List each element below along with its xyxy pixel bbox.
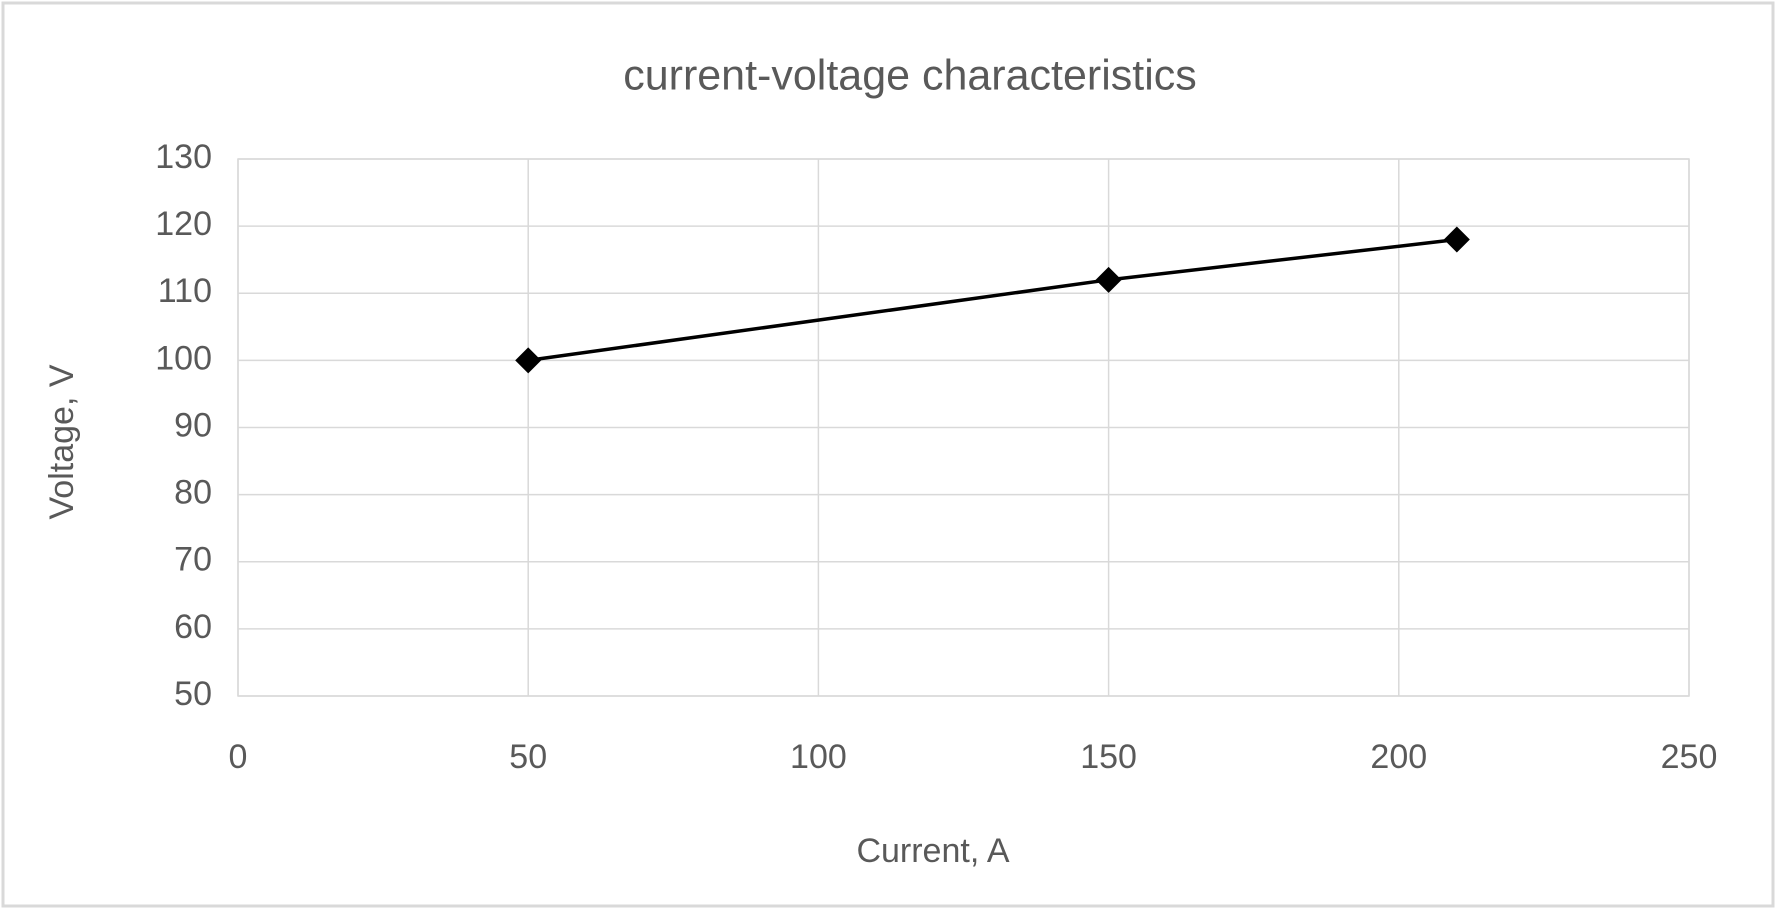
chart-title: current-voltage characteristics [623,51,1197,99]
x-tick-label: 0 [229,738,248,776]
y-axis-title: Voltage, V [43,364,81,519]
y-tick-label: 110 [158,272,212,310]
y-tick-label: 60 [174,608,212,646]
y-tick-label: 90 [174,406,212,444]
x-tick-label: 250 [1661,738,1718,776]
x-tick-label: 50 [509,738,547,776]
data-point [1443,226,1470,253]
data-point [1095,266,1122,293]
y-tick-label: 100 [155,339,212,377]
x-axis-title: Current, A [856,832,1009,870]
y-tick-label: 80 [174,474,212,512]
y-tick-label: 50 [174,675,212,713]
y-tick-label: 130 [155,138,212,176]
x-tick-label: 100 [790,738,847,776]
data-point [515,347,542,374]
x-tick-label: 150 [1080,738,1137,776]
y-tick-label: 120 [155,205,212,243]
x-tick-label: 200 [1370,738,1427,776]
y-tick-label: 70 [174,541,212,579]
